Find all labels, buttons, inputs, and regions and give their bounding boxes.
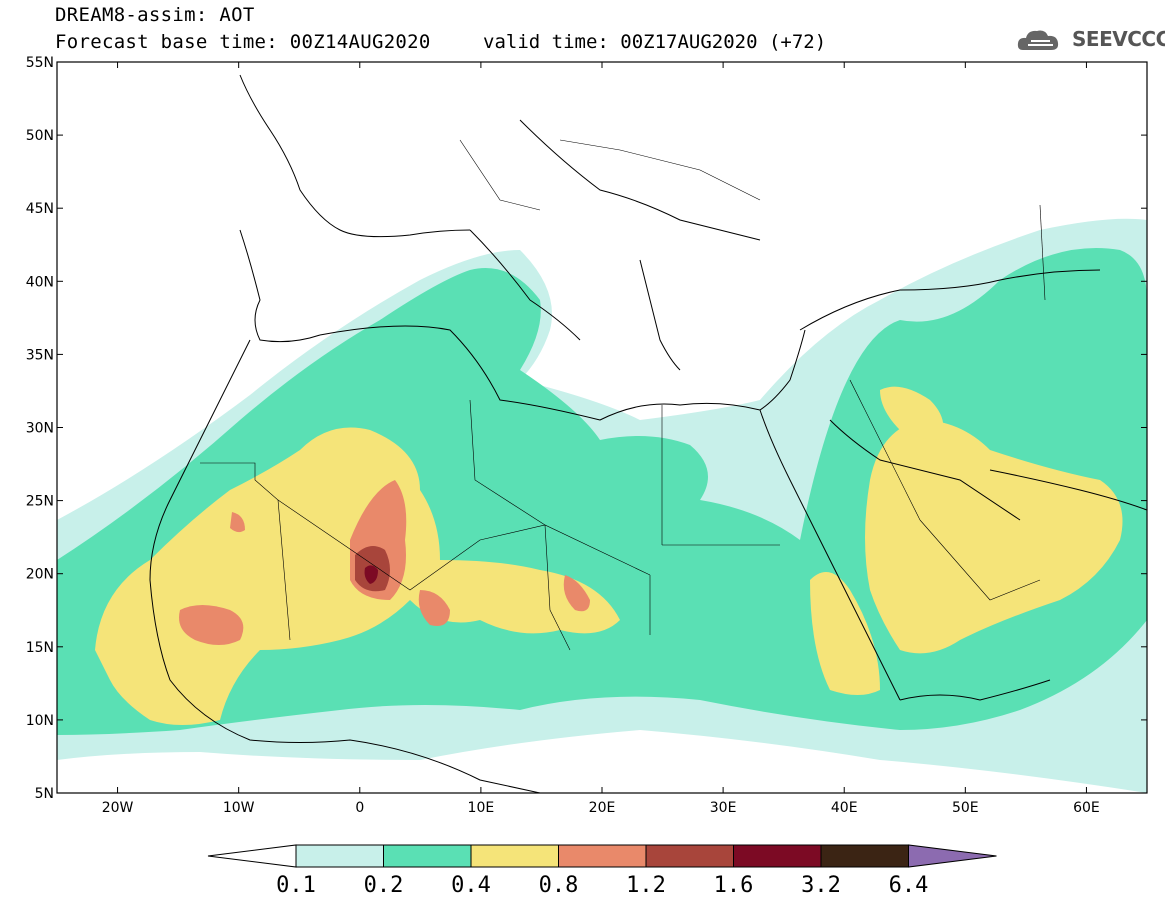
colorbar-segment <box>558 844 647 868</box>
lat-tick-label: 10N <box>26 713 54 729</box>
aot-band-0.4-redsea <box>810 572 880 695</box>
lon-tick-label: 20E <box>589 800 616 816</box>
colorbar-segment <box>820 844 909 868</box>
lat-tick-label: 40N <box>26 274 54 290</box>
country-borders <box>200 139 1046 651</box>
colorbar-segment <box>470 844 559 868</box>
colorbar-segment <box>733 844 822 868</box>
colorbar-label: 0.4 <box>451 873 491 898</box>
lat-tick-label: 15N <box>26 640 54 656</box>
colorbar-label: 1.2 <box>626 873 666 898</box>
colorbar-label: 1.6 <box>714 873 754 898</box>
lat-tick-label: 45N <box>26 201 54 217</box>
lon-tick-label: 20W <box>102 800 134 816</box>
aot-band-0.8-niger <box>418 590 450 626</box>
colorbar-segment <box>645 844 734 868</box>
lon-tick-label: 0 <box>355 800 364 816</box>
lat-tick-label: 55N <box>26 55 54 71</box>
colorbar-label: 6.4 <box>889 873 929 898</box>
longitude-axis: 20W 10W 0 10E 20E 30E 40E 50E 60E <box>102 62 1100 816</box>
colorbar-label: 0.2 <box>364 873 404 898</box>
valid-time: valid time: 00Z17AUG2020 (+72) <box>483 31 827 53</box>
aot-band-1.6 <box>364 565 378 584</box>
forecast-base-time: Forecast base time: 00Z14AUG2020 <box>55 31 431 53</box>
colorbar-max-arrow <box>908 844 997 868</box>
lon-tick-label: 40E <box>831 800 858 816</box>
lat-tick-label: 25N <box>26 494 54 510</box>
lon-tick-label: 10W <box>223 800 255 816</box>
lat-tick-label: 30N <box>26 421 54 437</box>
aot-band-0.8-mali <box>179 605 244 645</box>
colorbar-label: 3.2 <box>801 873 841 898</box>
aot-band-0.8-chad <box>563 575 590 612</box>
cloud-logo-icon <box>1017 30 1059 50</box>
lat-tick-label: 35N <box>26 347 54 363</box>
coastlines <box>149 74 1147 793</box>
lon-tick-label: 60E <box>1073 800 1100 816</box>
colorbar-label: 0.1 <box>276 873 316 898</box>
lat-tick-label: 20N <box>26 567 54 583</box>
colorbar-segment <box>295 844 384 868</box>
lon-tick-label: 30E <box>710 800 737 816</box>
colorbar-label: 0.8 <box>539 873 579 898</box>
colorbar-min-arrow <box>207 844 297 868</box>
aot-band-0.8-mauritania <box>230 512 245 533</box>
lon-tick-label: 10E <box>468 800 495 816</box>
lon-tick-label: 50E <box>952 800 979 816</box>
latitude-axis: 55N 50N 45N 40N 35N 30N 25N 20N 15N 10N 5N <box>26 55 1147 802</box>
colorbar: 0.1 0.2 0.4 0.8 1.2 1.6 3.2 6.4 <box>207 844 997 898</box>
map-title: DREAM8-assim: AOT <box>55 4 255 26</box>
lat-tick-label: 5N <box>35 786 54 802</box>
aot-band-0.4-arabia <box>865 420 1123 654</box>
logo-text: SEEVCCC <box>1072 27 1165 51</box>
aot-band-0.4-iraq <box>880 386 944 440</box>
colorbar-segment <box>383 844 472 868</box>
lat-tick-label: 50N <box>26 128 54 144</box>
